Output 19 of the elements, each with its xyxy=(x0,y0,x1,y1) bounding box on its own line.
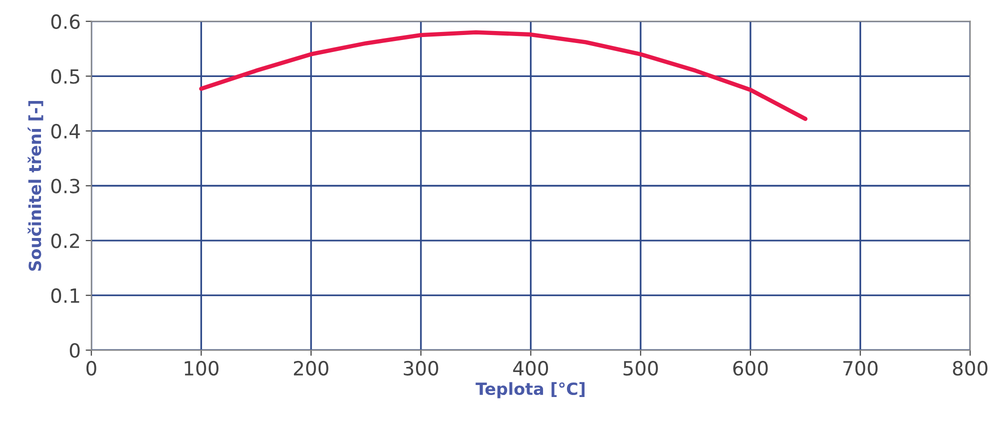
y-tick-label: 0 xyxy=(70,343,80,358)
y-tick-label: 0.3 xyxy=(51,178,80,194)
y-tick-label: 0.6 xyxy=(51,14,80,30)
x-tick-label: 400 xyxy=(513,360,548,376)
x-tick-label: 100 xyxy=(184,360,218,376)
y-tick-label: 0.2 xyxy=(51,234,79,248)
y-axis-title: Součinitel tření [-] xyxy=(28,101,44,271)
y-tick-label: 0.5 xyxy=(51,69,80,84)
line-series xyxy=(199,30,808,121)
x-tick-label: 700 xyxy=(843,360,878,376)
x-tick-label: 500 xyxy=(624,360,658,376)
x-tick-label: 300 xyxy=(404,360,438,376)
x-tick-label: 0 xyxy=(86,360,96,376)
y-tick-label: 0.1 xyxy=(51,288,80,304)
x-tick-label: 600 xyxy=(733,360,768,376)
y-tick-label: 0.4 xyxy=(51,124,80,139)
x-tick-label: 800 xyxy=(952,360,988,376)
x-axis-title: Teplota [°C] xyxy=(476,382,585,398)
x-tick-label: 200 xyxy=(294,360,328,376)
